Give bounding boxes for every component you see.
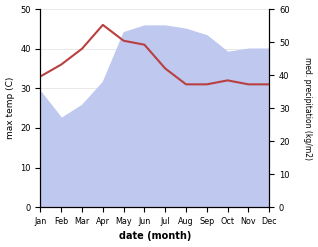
X-axis label: date (month): date (month) <box>119 231 191 242</box>
Y-axis label: max temp (C): max temp (C) <box>5 77 15 139</box>
Y-axis label: med. precipitation (kg/m2): med. precipitation (kg/m2) <box>303 57 313 160</box>
